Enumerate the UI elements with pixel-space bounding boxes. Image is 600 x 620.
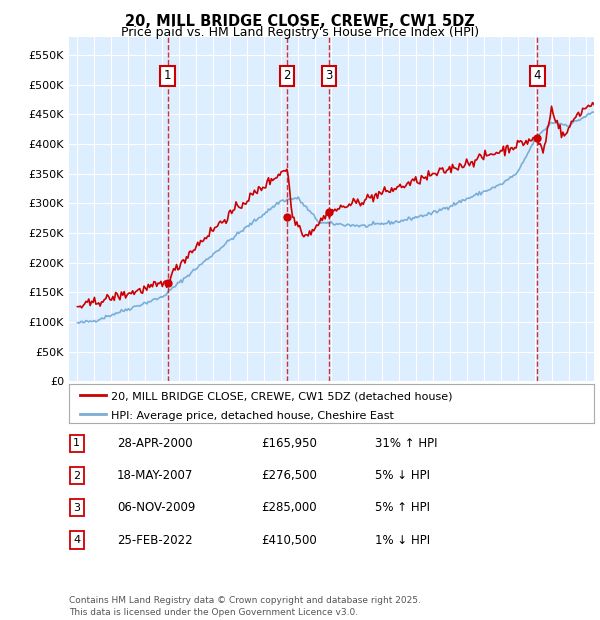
Text: 4: 4 xyxy=(73,535,80,545)
Text: 31% ↑ HPI: 31% ↑ HPI xyxy=(375,437,437,450)
Text: 1: 1 xyxy=(164,69,172,82)
Text: 3: 3 xyxy=(73,503,80,513)
Text: 06-NOV-2009: 06-NOV-2009 xyxy=(117,502,196,514)
Text: 20, MILL BRIDGE CLOSE, CREWE, CW1 5DZ: 20, MILL BRIDGE CLOSE, CREWE, CW1 5DZ xyxy=(125,14,475,29)
Text: £410,500: £410,500 xyxy=(261,534,317,546)
Text: 20, MILL BRIDGE CLOSE, CREWE, CW1 5DZ (detached house): 20, MILL BRIDGE CLOSE, CREWE, CW1 5DZ (d… xyxy=(111,392,452,402)
Text: Contains HM Land Registry data © Crown copyright and database right 2025.
This d: Contains HM Land Registry data © Crown c… xyxy=(69,596,421,617)
Text: 3: 3 xyxy=(325,69,332,82)
Text: £285,000: £285,000 xyxy=(261,502,317,514)
Text: Price paid vs. HM Land Registry's House Price Index (HPI): Price paid vs. HM Land Registry's House … xyxy=(121,26,479,39)
Text: 5% ↑ HPI: 5% ↑ HPI xyxy=(375,502,430,514)
Text: 4: 4 xyxy=(533,69,541,82)
Text: 25-FEB-2022: 25-FEB-2022 xyxy=(117,534,193,546)
Text: £276,500: £276,500 xyxy=(261,469,317,482)
Text: 1% ↓ HPI: 1% ↓ HPI xyxy=(375,534,430,546)
Text: £165,950: £165,950 xyxy=(261,437,317,450)
Text: 5% ↓ HPI: 5% ↓ HPI xyxy=(375,469,430,482)
Text: HPI: Average price, detached house, Cheshire East: HPI: Average price, detached house, Ches… xyxy=(111,411,394,422)
Text: 1: 1 xyxy=(73,438,80,448)
Text: 18-MAY-2007: 18-MAY-2007 xyxy=(117,469,193,482)
Text: 28-APR-2000: 28-APR-2000 xyxy=(117,437,193,450)
Text: 2: 2 xyxy=(73,471,80,480)
Text: 2: 2 xyxy=(283,69,291,82)
